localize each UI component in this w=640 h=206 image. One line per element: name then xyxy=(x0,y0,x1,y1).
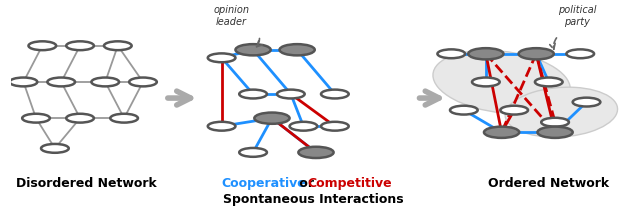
Circle shape xyxy=(47,78,75,87)
Circle shape xyxy=(66,114,94,123)
Circle shape xyxy=(573,98,600,107)
Circle shape xyxy=(254,113,289,124)
Circle shape xyxy=(236,45,271,56)
Circle shape xyxy=(538,127,573,138)
Circle shape xyxy=(10,78,37,87)
Circle shape xyxy=(208,54,236,63)
Text: Disordered Network: Disordered Network xyxy=(16,176,157,189)
Text: political
party: political party xyxy=(558,5,596,27)
Text: opinion
leader: opinion leader xyxy=(213,5,249,27)
Circle shape xyxy=(437,50,465,59)
Circle shape xyxy=(104,42,132,51)
Circle shape xyxy=(289,122,317,131)
Circle shape xyxy=(41,144,68,153)
Text: Spontaneous Interactions: Spontaneous Interactions xyxy=(223,192,403,205)
Circle shape xyxy=(280,45,315,56)
Ellipse shape xyxy=(505,88,618,137)
Circle shape xyxy=(92,78,119,87)
Circle shape xyxy=(566,50,594,59)
Circle shape xyxy=(239,148,267,157)
Circle shape xyxy=(484,127,519,138)
Circle shape xyxy=(518,49,554,60)
Circle shape xyxy=(298,147,333,158)
Circle shape xyxy=(110,114,138,123)
Circle shape xyxy=(535,78,563,87)
Circle shape xyxy=(321,122,349,131)
Circle shape xyxy=(468,49,504,60)
Circle shape xyxy=(129,78,157,87)
Circle shape xyxy=(472,78,500,87)
Circle shape xyxy=(277,90,305,99)
Circle shape xyxy=(208,122,236,131)
Circle shape xyxy=(450,106,477,115)
Text: Competitive: Competitive xyxy=(307,176,392,189)
Ellipse shape xyxy=(433,51,570,114)
Circle shape xyxy=(321,90,349,99)
Circle shape xyxy=(500,106,528,115)
Circle shape xyxy=(28,42,56,51)
Text: or: or xyxy=(295,176,318,189)
Circle shape xyxy=(239,90,267,99)
Circle shape xyxy=(541,118,569,127)
Text: Cooperative: Cooperative xyxy=(222,176,307,189)
Circle shape xyxy=(22,114,50,123)
Text: Ordered Network: Ordered Network xyxy=(488,176,609,189)
Circle shape xyxy=(66,42,94,51)
